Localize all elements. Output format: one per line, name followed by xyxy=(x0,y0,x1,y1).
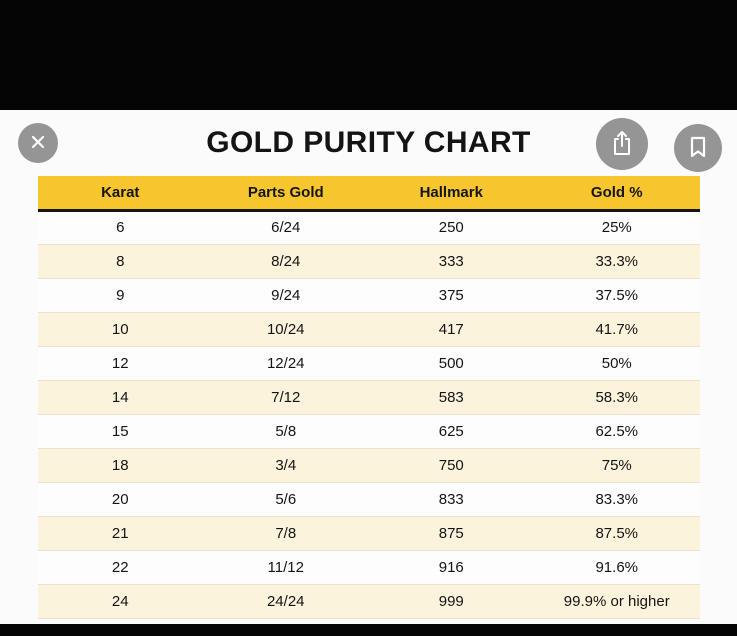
table-cell: 9 xyxy=(37,278,203,313)
table-cell: 875 xyxy=(368,516,534,551)
bookmark-icon xyxy=(688,135,708,162)
table-header: Karat Parts Gold Hallmark Gold % xyxy=(37,176,700,212)
share-button[interactable] xyxy=(596,118,648,170)
table-cell: 75% xyxy=(534,448,700,483)
table-cell: 8/24 xyxy=(203,244,369,279)
table-cell: 24 xyxy=(37,584,203,619)
share-icon xyxy=(610,129,634,160)
column-header-hallmark: Hallmark xyxy=(368,176,534,212)
table-cell: 10/24 xyxy=(203,312,369,347)
table-row: 10 10/24 417 41.7% xyxy=(37,312,700,347)
table-row: 6 6/24 250 25% xyxy=(37,210,700,245)
table-cell: 18 xyxy=(37,448,203,483)
table-cell: 375 xyxy=(368,278,534,313)
table-cell: 14 xyxy=(37,380,203,415)
table-cell: 58.3% xyxy=(534,380,700,415)
table-cell: 11/12 xyxy=(203,550,369,585)
table-row: 8 8/24 333 33.3% xyxy=(37,244,700,279)
gold-purity-table: Karat Parts Gold Hallmark Gold % 6 6/24 25… xyxy=(37,176,700,619)
column-header-gold-percent: Gold % xyxy=(534,176,700,212)
bookmark-button[interactable] xyxy=(674,124,722,172)
table-cell: 10 xyxy=(37,312,203,347)
table-body: 6 6/24 250 25% 8 8/24 333 33.3% 9 9/24 375 37.5% 10 1… xyxy=(37,210,700,619)
table-cell: 750 xyxy=(368,448,534,483)
image-viewer-content: GOLD PURITY CHART Karat Parts Gold xyxy=(0,110,737,624)
table-cell: 25% xyxy=(534,210,700,245)
table-cell: 12/24 xyxy=(203,346,369,381)
table-cell: 500 xyxy=(368,346,534,381)
table-cell: 8 xyxy=(37,244,203,279)
table-cell: 83.3% xyxy=(534,482,700,517)
table-cell: 37.5% xyxy=(534,278,700,313)
table-cell: 87.5% xyxy=(534,516,700,551)
table-row: 20 5/6 833 83.3% xyxy=(37,482,700,517)
bottom-black-bar xyxy=(0,624,737,636)
column-header-parts-gold: Parts Gold xyxy=(203,176,369,212)
table-cell: 625 xyxy=(368,414,534,449)
table-cell: 7/8 xyxy=(203,516,369,551)
table-row: 24 24/24 999 99.9% or higher xyxy=(37,584,700,619)
table-cell: 916 xyxy=(368,550,534,585)
table-cell: 21 xyxy=(37,516,203,551)
page-title: GOLD PURITY CHART xyxy=(206,126,531,159)
table-cell: 12 xyxy=(37,346,203,381)
table-row: 18 3/4 750 75% xyxy=(37,448,700,483)
table-row: 12 12/24 500 50% xyxy=(37,346,700,381)
table-cell: 41.7% xyxy=(534,312,700,347)
table-cell: 7/12 xyxy=(203,380,369,415)
header-row: Karat Parts Gold Hallmark Gold % xyxy=(37,176,700,212)
close-icon xyxy=(29,133,47,154)
table-cell: 62.5% xyxy=(534,414,700,449)
table-cell: 417 xyxy=(368,312,534,347)
table-cell: 15 xyxy=(37,414,203,449)
table-cell: 3/4 xyxy=(203,448,369,483)
table-row: 9 9/24 375 37.5% xyxy=(37,278,700,313)
table-cell: 5/6 xyxy=(203,482,369,517)
table-cell: 5/8 xyxy=(203,414,369,449)
table-row: 22 11/12 916 91.6% xyxy=(37,550,700,585)
table-cell: 99.9% or higher xyxy=(534,584,700,619)
column-header-karat: Karat xyxy=(37,176,203,212)
table-cell: 999 xyxy=(368,584,534,619)
table-cell: 22 xyxy=(37,550,203,585)
table-cell: 50% xyxy=(534,346,700,381)
close-button[interactable] xyxy=(18,123,58,163)
table-row: 21 7/8 875 87.5% xyxy=(37,516,700,551)
table-cell: 9/24 xyxy=(203,278,369,313)
table-cell: 6 xyxy=(37,210,203,245)
table-cell: 583 xyxy=(368,380,534,415)
table-cell: 20 xyxy=(37,482,203,517)
table-row: 15 5/8 625 62.5% xyxy=(37,414,700,449)
viewer-header: GOLD PURITY CHART xyxy=(0,110,737,176)
table-cell: 24/24 xyxy=(203,584,369,619)
table-cell: 833 xyxy=(368,482,534,517)
table-cell: 333 xyxy=(368,244,534,279)
top-black-bar xyxy=(0,0,737,110)
table-row: 14 7/12 583 58.3% xyxy=(37,380,700,415)
table-cell: 33.3% xyxy=(534,244,700,279)
table-cell: 250 xyxy=(368,210,534,245)
table-cell: 91.6% xyxy=(534,550,700,585)
table-cell: 6/24 xyxy=(203,210,369,245)
